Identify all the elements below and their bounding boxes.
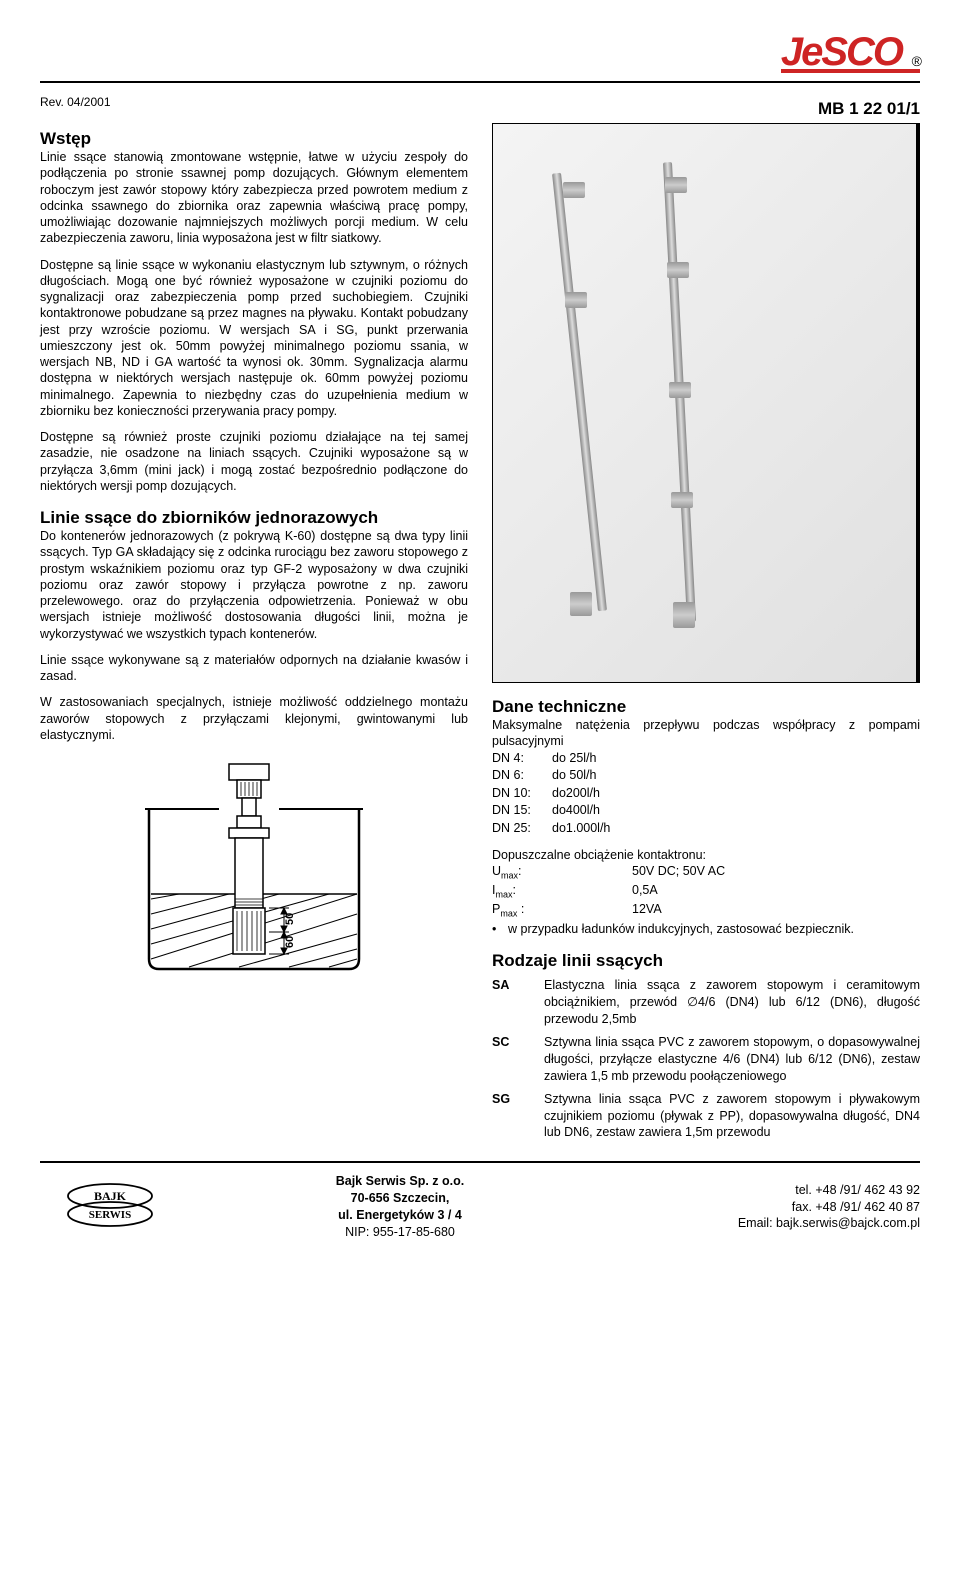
paragraph-special: W zastosowaniach specjalnych, istnieje m… — [40, 694, 468, 743]
paragraph-2: Dostępne są linie ssące w wykonaniu elas… — [40, 257, 468, 420]
heading-intro: Wstęp — [40, 129, 468, 149]
type-code: SA — [492, 977, 544, 1028]
paragraph-materials: Linie ssące wykonywane są z materiałów o… — [40, 652, 468, 685]
header: JeSCO — [40, 30, 920, 83]
flow-row: DN 6:do 50l/h — [492, 767, 920, 785]
footer-tel: tel. +48 /91/ 462 43 92 — [620, 1182, 920, 1199]
load-list: Umax:50V DC; 50V ACImax:0,5APmax :12VA — [492, 863, 920, 920]
flow-value: do200l/h — [552, 785, 920, 803]
right-column: Dane techniczne Maksymalne natężenia prz… — [492, 123, 920, 1141]
footer-company: Bajk Serwis Sp. z o.o. — [180, 1173, 620, 1190]
document-code: MB 1 22 01/1 — [40, 99, 920, 119]
flow-value: do1.000l/h — [552, 820, 920, 838]
paragraph-3: Dostępne są również proste czujniki pozi… — [40, 429, 468, 494]
svg-text:SERWIS: SERWIS — [89, 1209, 131, 1221]
type-row: SAElastyczna linia ssąca z zaworem stopo… — [492, 977, 920, 1028]
type-row: SCSztywna linia ssąca PVC z zaworem stop… — [492, 1034, 920, 1085]
main-columns: Wstęp Linie ssące stanowią zmontowane ws… — [40, 123, 920, 1141]
load-value: 0,5A — [632, 882, 920, 901]
load-value: 50V DC; 50V AC — [632, 863, 920, 882]
footer-street: ul. Energetyków 3 / 4 — [180, 1207, 620, 1224]
footer-address: Bajk Serwis Sp. z o.o. 70-656 Szczecin, … — [180, 1173, 620, 1241]
load-row: Pmax :12VA — [492, 901, 920, 920]
type-code: SC — [492, 1034, 544, 1085]
load-key: Umax: — [492, 863, 632, 882]
flow-value: do 25l/h — [552, 750, 920, 768]
bajk-serwis-logo-icon: BAJK SERWIS — [65, 1182, 155, 1228]
product-photo — [492, 123, 920, 683]
load-value: 12VA — [632, 901, 920, 920]
load-row: Umax:50V DC; 50V AC — [492, 863, 920, 882]
load-key: Imax: — [492, 882, 632, 901]
footer-city: 70-656 Szczecin, — [180, 1190, 620, 1207]
flow-value: do 50l/h — [552, 767, 920, 785]
logo: JeSCO — [781, 30, 920, 73]
type-description: Sztywna linia ssąca PVC z zaworem stopow… — [544, 1034, 920, 1085]
type-code: SG — [492, 1091, 544, 1142]
bullet-marker: • — [492, 921, 508, 938]
left-column: Wstęp Linie ssące stanowią zmontowane ws… — [40, 123, 468, 1141]
flow-dn: DN 10: — [492, 785, 552, 803]
type-description: Elastyczna linia ssąca z zaworem stopowy… — [544, 977, 920, 1028]
footer: BAJK SERWIS Bajk Serwis Sp. z o.o. 70-65… — [40, 1161, 920, 1241]
product-photo-placeholder — [535, 152, 873, 654]
footer-nip: NIP: 955-17-85-680 — [180, 1224, 620, 1241]
bullet-text: w przypadku ładunków indukcyjnych, zasto… — [508, 921, 854, 938]
load-key: Pmax : — [492, 901, 632, 920]
flow-intro: Maksymalne natężenia przepływu podczas w… — [492, 717, 920, 750]
footer-fax: fax. +48 /91/ 462 40 87 — [620, 1199, 920, 1216]
diagram-container: 50 60 — [40, 759, 468, 984]
heading-tech-data: Dane techniczne — [492, 697, 920, 717]
flow-value: do400l/h — [552, 802, 920, 820]
paragraph-intro: Linie ssące stanowią zmontowane wstępnie… — [40, 149, 468, 247]
flow-dn: DN 15: — [492, 802, 552, 820]
load-intro: Dopuszczalne obciążenie kontaktronu: — [492, 847, 920, 863]
load-row: Imax:0,5A — [492, 882, 920, 901]
flow-row: DN 10:do200l/h — [492, 785, 920, 803]
footer-contact: tel. +48 /91/ 462 43 92 fax. +48 /91/ 46… — [620, 1182, 920, 1233]
flow-dn: DN 25: — [492, 820, 552, 838]
paragraph-single-use: Do kontenerów jednorazowych (z pokrywą K… — [40, 528, 468, 642]
footer-logo: BAJK SERWIS — [40, 1182, 180, 1233]
flow-dn: DN 6: — [492, 767, 552, 785]
svg-text:50: 50 — [284, 913, 296, 925]
bullet-fuse: • w przypadku ładunków indukcyjnych, zas… — [492, 921, 920, 938]
flow-row: DN 25:do1.000l/h — [492, 820, 920, 838]
heading-types: Rodzaje linii ssących — [492, 951, 920, 971]
flow-list: DN 4:do 25l/hDN 6:do 50l/hDN 10:do200l/h… — [492, 750, 920, 838]
type-description: Sztywna linia ssąca PVC z zaworem stopow… — [544, 1091, 920, 1142]
type-row: SGSztywna linia ssąca PVC z zaworem stop… — [492, 1091, 920, 1142]
flow-dn: DN 4: — [492, 750, 552, 768]
footer-email: Email: bajk.serwis@bajck.com.pl — [620, 1215, 920, 1232]
heading-single-use: Linie ssące do zbiorników jednorazowych — [40, 508, 468, 528]
flow-row: DN 15:do400l/h — [492, 802, 920, 820]
flow-row: DN 4:do 25l/h — [492, 750, 920, 768]
logo-text: JeSCO — [781, 30, 920, 74]
svg-text:60: 60 — [284, 936, 296, 948]
tank-diagram-icon: 50 60 — [129, 759, 379, 979]
svg-text:BAJK: BAJK — [94, 1189, 127, 1203]
types-list: SAElastyczna linia ssąca z zaworem stopo… — [492, 977, 920, 1141]
page: JeSCO Rev. 04/2001 MB 1 22 01/1 Wstęp Li… — [0, 0, 960, 1271]
